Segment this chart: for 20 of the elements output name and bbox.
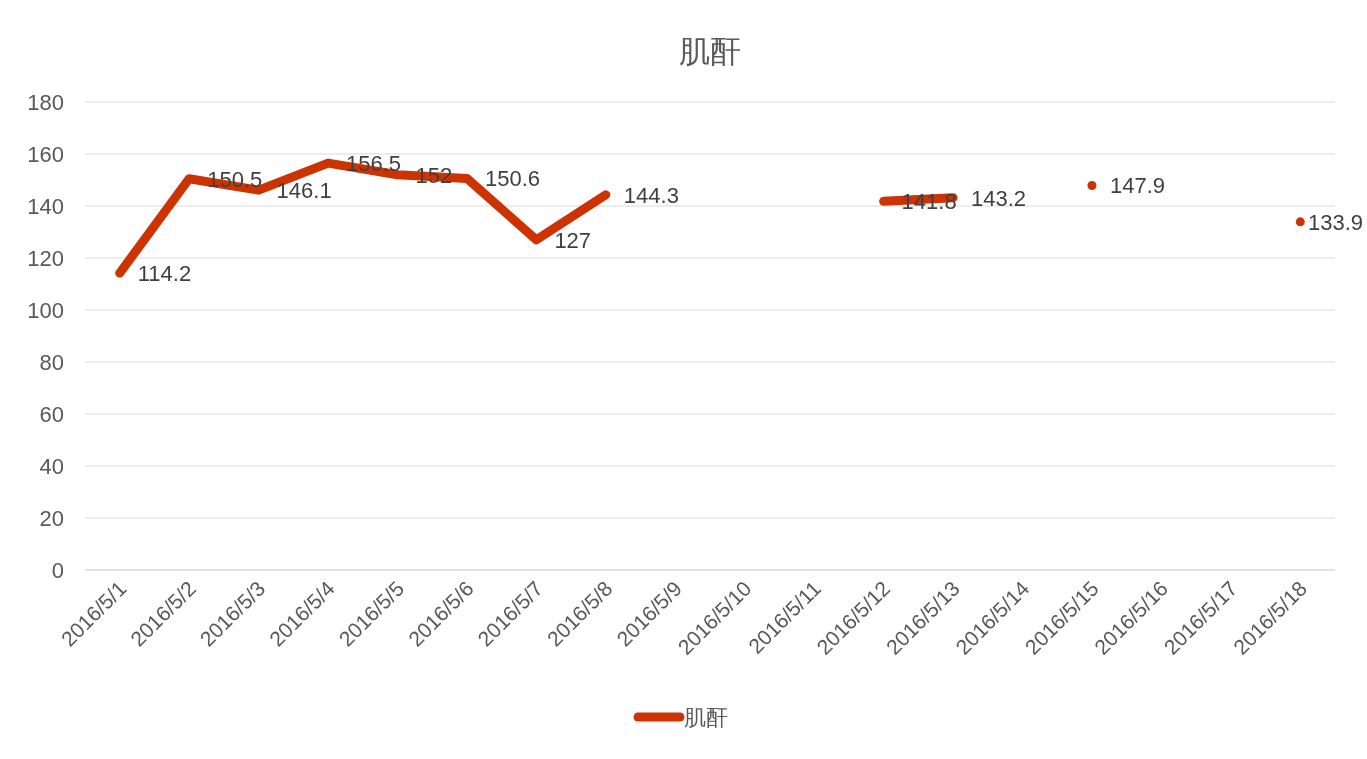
y-tick-label: 80 xyxy=(39,350,64,375)
y-tick-label: 60 xyxy=(39,402,64,427)
y-tick-label: 0 xyxy=(51,558,64,583)
legend-label: 肌酐 xyxy=(684,705,728,730)
data-label: 114.2 xyxy=(137,261,192,287)
chart-title: 肌酐 xyxy=(679,34,741,69)
data-label: 127 xyxy=(554,227,592,253)
y-tick-label: 180 xyxy=(27,90,64,115)
data-label: 150.6 xyxy=(484,166,541,192)
y-tick-label: 20 xyxy=(39,506,64,531)
data-label: 144.3 xyxy=(623,182,679,208)
data-label: 143.2 xyxy=(971,185,1027,211)
data-label: 146.1 xyxy=(276,178,332,204)
data-label: 133.9 xyxy=(1307,209,1363,235)
data-label: 147.9 xyxy=(1109,173,1166,199)
y-tick-label: 160 xyxy=(27,142,64,167)
y-tick-label: 100 xyxy=(27,298,64,323)
y-tick-label: 40 xyxy=(39,454,64,479)
y-tick-label: 140 xyxy=(27,194,64,219)
y-tick-label: 120 xyxy=(27,246,64,271)
